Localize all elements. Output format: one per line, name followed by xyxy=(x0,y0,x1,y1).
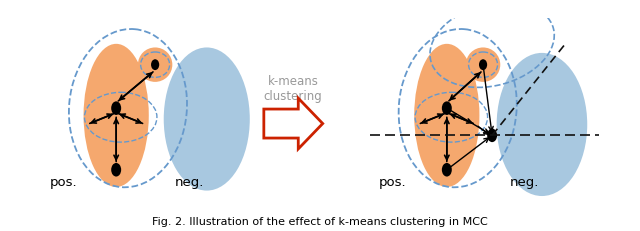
Text: k-means
clustering: k-means clustering xyxy=(264,74,322,102)
Text: pos.: pos. xyxy=(379,175,406,188)
Ellipse shape xyxy=(111,163,121,177)
Ellipse shape xyxy=(151,60,159,71)
Ellipse shape xyxy=(111,102,121,116)
Ellipse shape xyxy=(497,54,588,196)
Ellipse shape xyxy=(414,45,479,187)
Ellipse shape xyxy=(487,129,497,143)
Ellipse shape xyxy=(466,48,500,82)
Text: neg.: neg. xyxy=(510,175,540,188)
Text: Fig. 2. Illustration of the effect of k-means clustering in MCC: Fig. 2. Illustration of the effect of k-… xyxy=(152,216,488,226)
Ellipse shape xyxy=(442,102,452,116)
Ellipse shape xyxy=(138,48,172,82)
Ellipse shape xyxy=(479,60,487,71)
Ellipse shape xyxy=(164,48,250,191)
Ellipse shape xyxy=(442,163,452,177)
Text: pos.: pos. xyxy=(50,175,77,188)
Ellipse shape xyxy=(84,45,148,187)
Text: neg.: neg. xyxy=(175,175,204,188)
